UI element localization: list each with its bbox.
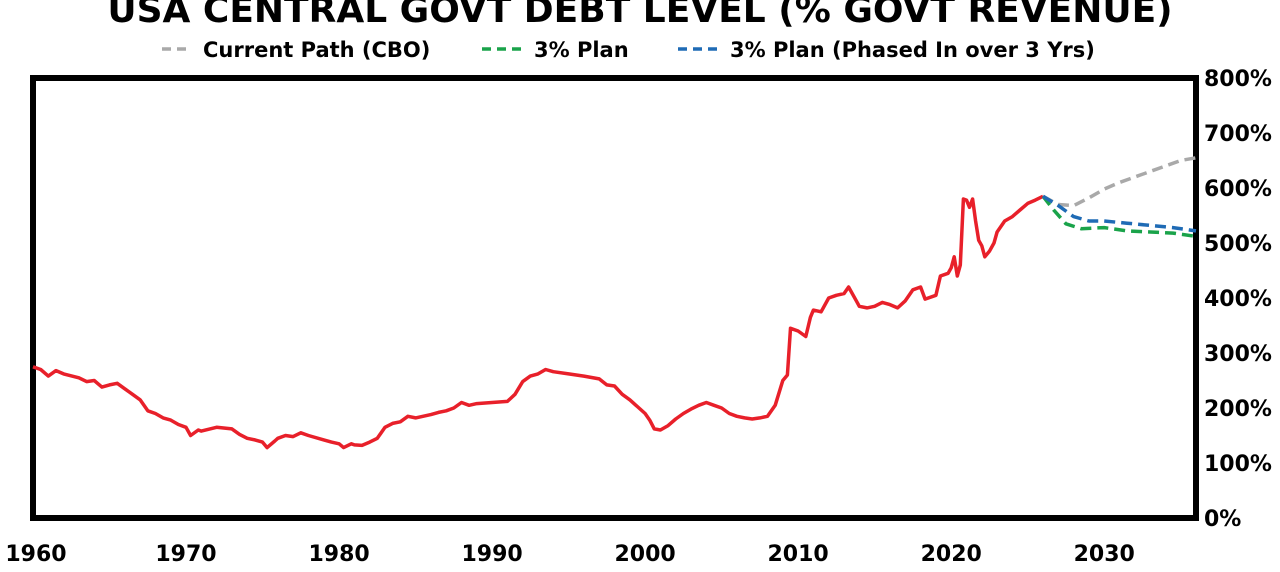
- x-tick-label: 1970: [155, 542, 216, 567]
- legend-label-current-path: Current Path (CBO): [203, 38, 430, 62]
- y-tick-label: 400%: [1204, 287, 1272, 312]
- legend-item-3pct-plan: 3% Plan: [482, 38, 629, 62]
- y-tick-label: 500%: [1204, 232, 1272, 257]
- legend-label-3pct-plan-phased: 3% Plan (Phased In over 3 Yrs): [730, 38, 1095, 62]
- legend-item-3pct-plan-phased: 3% Plan (Phased In over 3 Yrs): [678, 38, 1095, 62]
- y-tick-label: 100%: [1204, 452, 1272, 477]
- x-tick-label: 2000: [614, 542, 675, 567]
- y-axis: 0% 100% 200% 300% 400% 500% 600% 700% 800%: [1204, 67, 1272, 532]
- x-axis: 1960 1970 1980 1990 2000 2010 2020 2030: [5, 542, 1134, 567]
- series-3pct-plan-line: [1041, 195, 1197, 239]
- x-tick-label: 1960: [5, 542, 66, 567]
- series-3pct-plan-phased-line: [1042, 194, 1197, 233]
- series-current-path-line: [1042, 156, 1197, 208]
- y-tick-label: 300%: [1204, 342, 1272, 367]
- y-tick-label: 200%: [1204, 397, 1272, 422]
- y-tick-label: 700%: [1204, 122, 1272, 147]
- plot-frame: [30, 75, 1199, 521]
- y-tick-label: 600%: [1204, 177, 1272, 202]
- legend-item-current-path: Current Path (CBO): [162, 38, 430, 62]
- y-tick-label: 0%: [1204, 507, 1241, 532]
- x-tick-label: 2020: [921, 542, 982, 567]
- chart-title: USA CENTRAL GOVT DEBT LEVEL (% GOVT REVE…: [107, 0, 1172, 31]
- plot-series: [32, 156, 1197, 450]
- legend-label-3pct-plan: 3% Plan: [534, 38, 629, 62]
- x-tick-label: 1990: [461, 542, 522, 567]
- x-tick-label: 2030: [1074, 542, 1135, 567]
- legend: Current Path (CBO) 3% Plan 3% Plan (Phas…: [162, 38, 1095, 62]
- y-tick-label: 800%: [1204, 67, 1272, 92]
- x-tick-label: 2010: [767, 542, 828, 567]
- series-debt-level-line: [32, 194, 1044, 450]
- x-tick-label: 1980: [308, 542, 369, 567]
